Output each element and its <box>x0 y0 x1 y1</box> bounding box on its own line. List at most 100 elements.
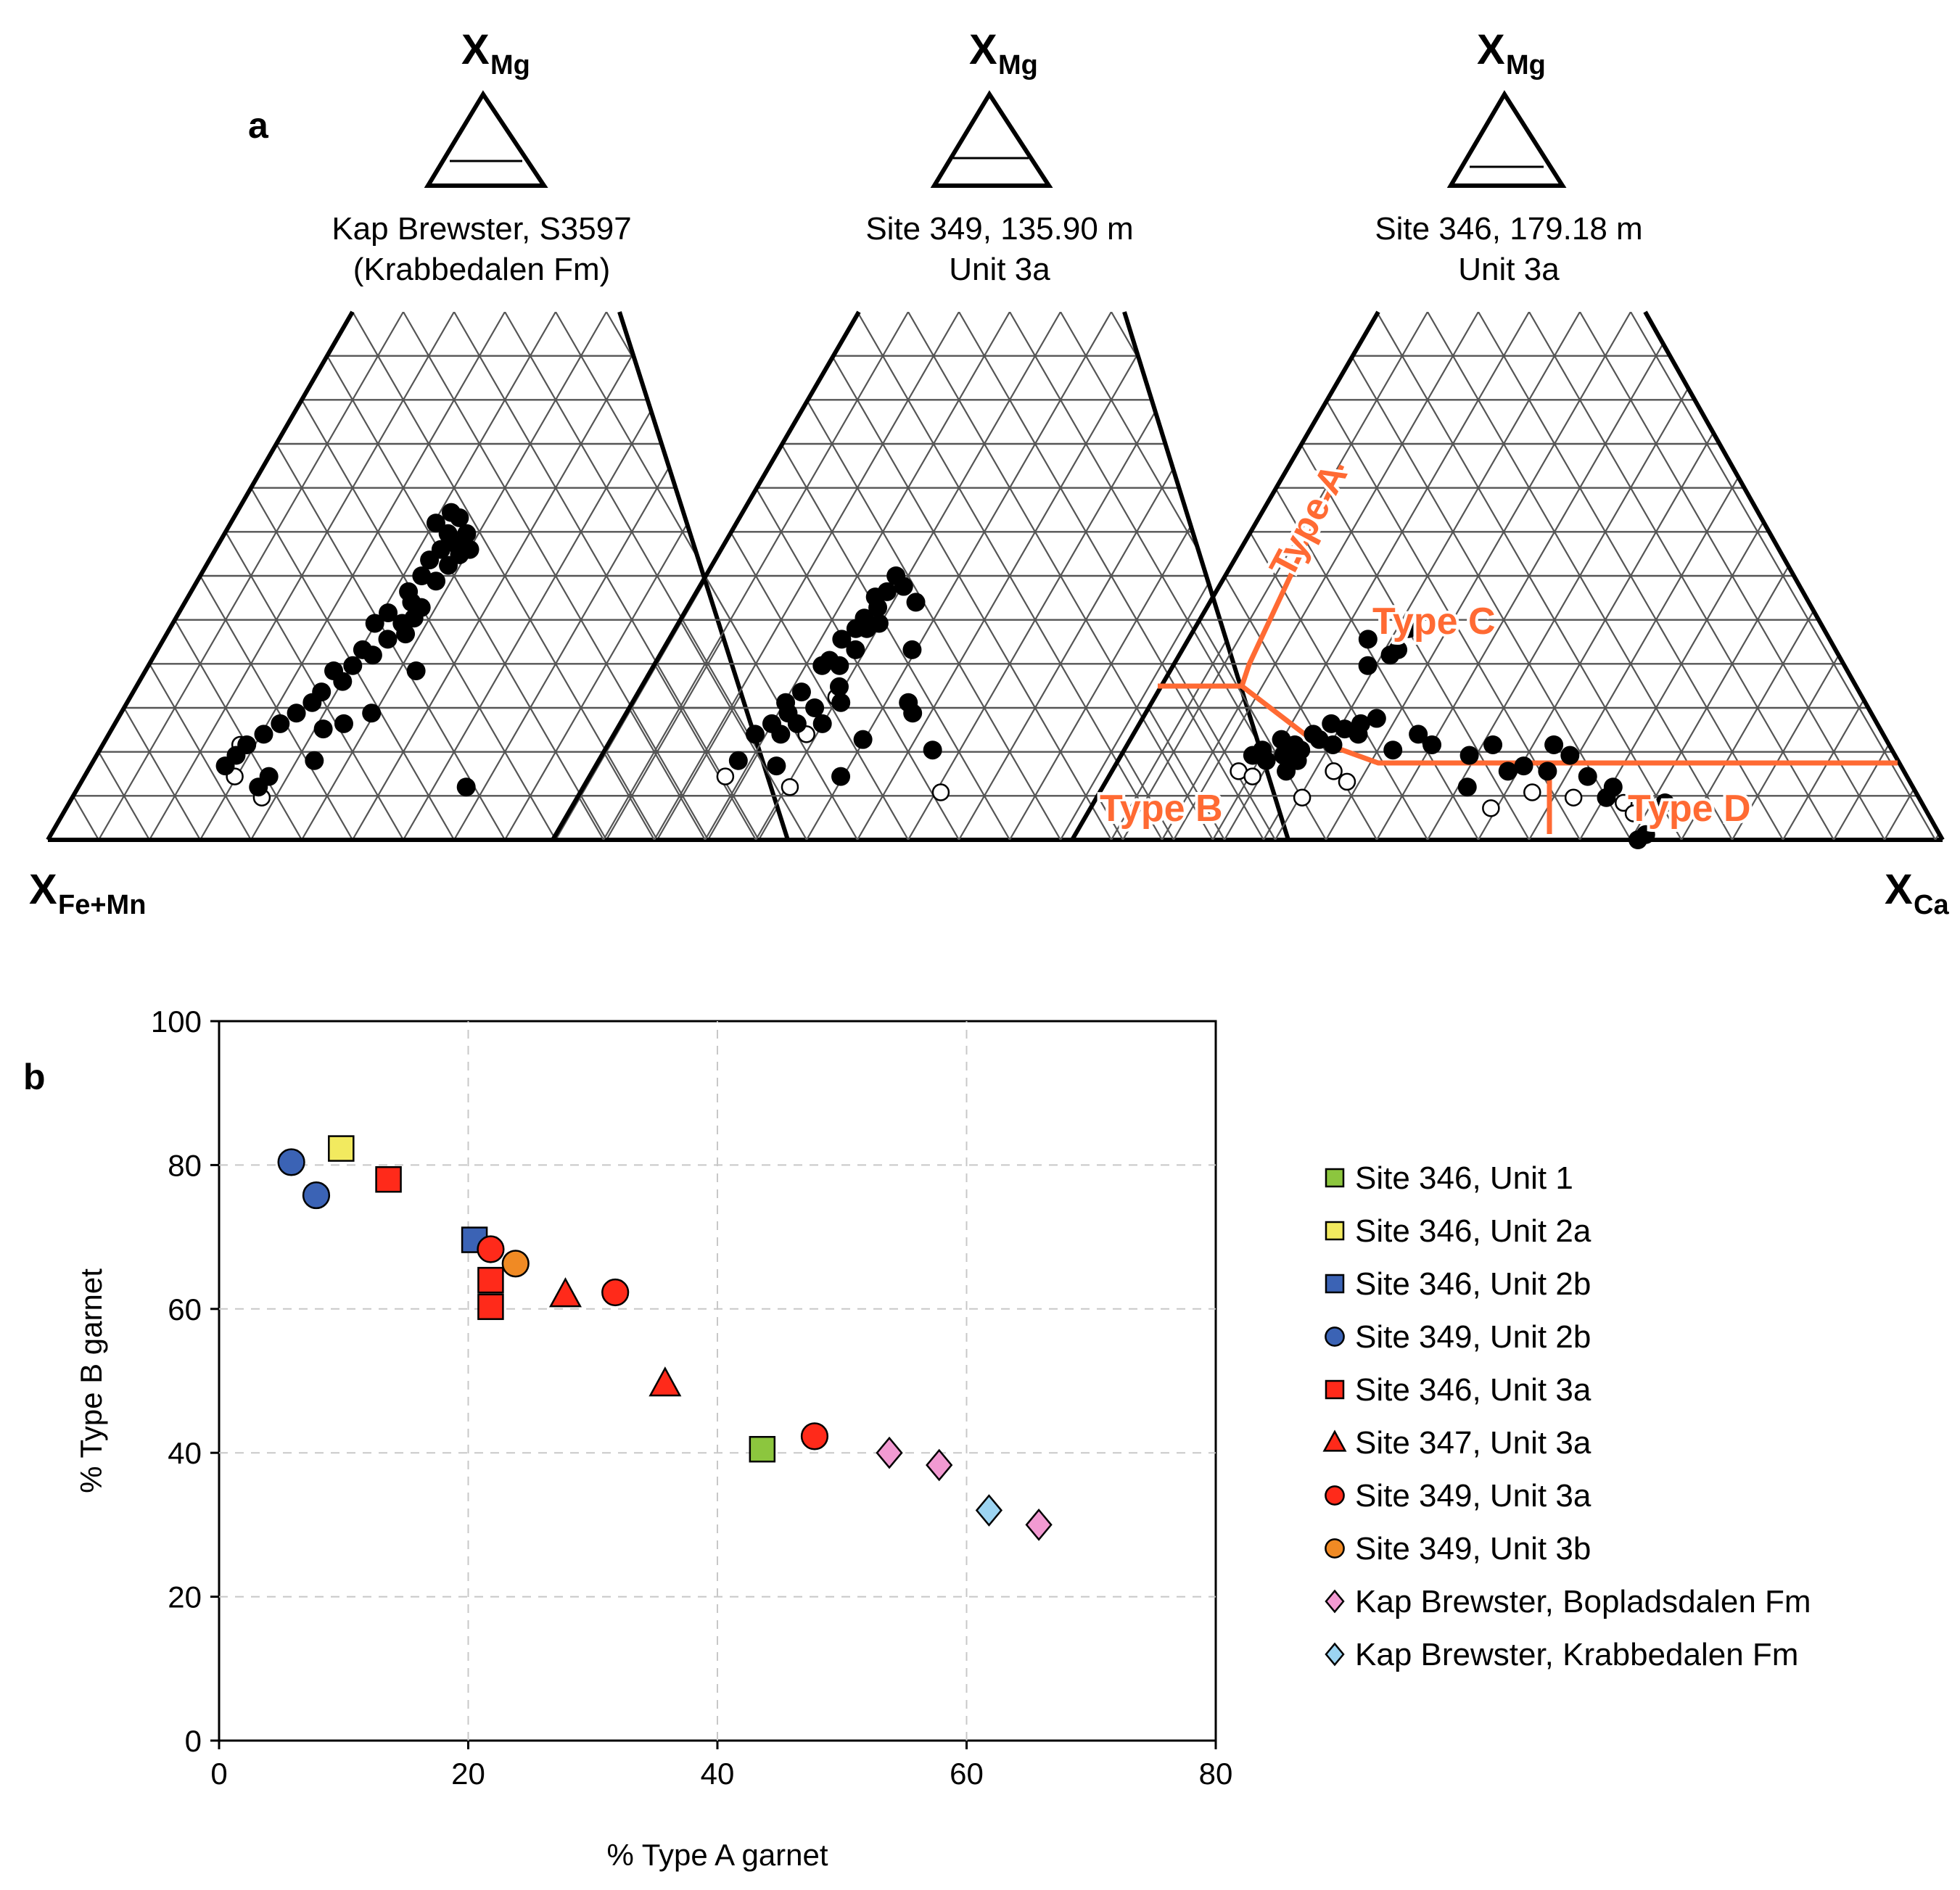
scatter-point <box>601 1278 630 1307</box>
x-tick-label: 0 <box>210 1757 227 1791</box>
ternary-point-filled <box>1358 630 1378 649</box>
ternary-point-filled <box>1514 756 1533 776</box>
ternary-point-filled <box>906 593 926 612</box>
ternary-grid-diagonal <box>1376 312 1682 840</box>
ternary-point-filled <box>1388 640 1408 659</box>
ternary-point-filled <box>302 693 322 712</box>
xmg-label-2-sub: Mg <box>998 50 1038 81</box>
ternary-point-open <box>1523 783 1541 801</box>
ternary-point-filled <box>771 725 791 744</box>
ternary-point-filled <box>903 703 923 723</box>
mini-triangle-1: X Mg Kap Brewster, S3597 (Krabbedalen Fm… <box>332 26 631 287</box>
ternary-point-open <box>1624 804 1643 822</box>
legend-label: Site 349, Unit 3a <box>1355 1478 1592 1514</box>
x-tick-label: 60 <box>950 1757 984 1791</box>
xmg-label-2-main: X <box>969 26 997 73</box>
boundary-type-b-c-d <box>1240 684 1898 766</box>
legend-marker <box>1325 1538 1345 1559</box>
ternary-grid-diagonal <box>806 312 1112 840</box>
ternary-point-filled <box>456 777 476 797</box>
legend-label: Site 347, Unit 3a <box>1355 1425 1592 1461</box>
legend-label: Site 346, Unit 3a <box>1355 1372 1592 1408</box>
scatter-point <box>477 1293 504 1321</box>
ternary-point-filled <box>832 630 852 649</box>
mini-triangle-outline-1 <box>424 90 548 188</box>
ternary-point-filled <box>791 682 811 702</box>
ternary-point-open <box>1325 762 1343 780</box>
type-b-label: Type B <box>1100 788 1223 830</box>
ternary-point-filled <box>831 693 851 712</box>
ternary-point-open <box>716 767 735 785</box>
x-axis-label: % Type A garnet <box>606 1838 828 1872</box>
ternary-point-filled <box>1348 725 1368 744</box>
ternary-point-filled <box>406 661 426 681</box>
ternary-point-filled <box>805 698 825 717</box>
ternary-grid-diagonal <box>553 312 706 840</box>
ternary-title-1-line1: Kap Brewster, S3597 <box>332 211 631 247</box>
ternary-edge-left <box>1070 310 1380 841</box>
ternary-point-filled <box>1459 746 1479 765</box>
scatter-point <box>975 1494 1003 1527</box>
ternary-grid-diagonal <box>1630 312 1936 840</box>
type-d-label: Type D <box>1628 788 1751 830</box>
ternary-point-filled <box>745 725 765 744</box>
xmg-label-3-sub: Mg <box>1506 50 1546 81</box>
legend-label: Site 349, Unit 3b <box>1355 1531 1591 1567</box>
ternary-grid-diagonal <box>1528 312 1835 840</box>
ternary-point-open <box>1243 767 1261 785</box>
xmg-label-1-main: X <box>461 26 490 73</box>
y-tick-label: 20 <box>168 1580 202 1614</box>
ternary-point-open <box>931 783 950 801</box>
ternary-point-filled <box>728 751 748 770</box>
plot-ticks: 0 20 40 60 80 0 20 40 60 80 100 <box>151 1004 1232 1791</box>
scatter-point <box>800 1422 829 1450</box>
x-tick-label: 40 <box>701 1757 735 1791</box>
ternary-point-filled <box>215 756 235 776</box>
type-c-label: Type C <box>1372 601 1496 643</box>
ternary-point-filled <box>1544 735 1564 754</box>
ternary-point-filled <box>1483 735 1503 754</box>
ternary-grid-diagonal <box>857 312 1163 840</box>
legend-label: Site 346, Unit 2a <box>1355 1213 1592 1249</box>
ternary-point-open <box>1482 799 1500 817</box>
legend-label: Kap Brewster, Krabbedalen Fm <box>1355 1637 1798 1672</box>
y-axis-label: % Type B garnet <box>74 1268 108 1493</box>
legend-label: Site 346, Unit 1 <box>1355 1160 1573 1196</box>
ternary-edge-left <box>46 310 355 841</box>
ternary-point-filled <box>894 577 913 596</box>
xmg-label-3-main: X <box>1477 26 1505 73</box>
y-tick-label: 0 <box>185 1724 202 1758</box>
ternary-point-filled <box>1409 725 1428 744</box>
ternary-title-2-line2: Unit 3a <box>949 252 1050 287</box>
ternary-point-filled <box>1277 762 1296 781</box>
x-ca-sub: Ca <box>1914 890 1949 920</box>
ternary-point-filled <box>787 714 807 733</box>
scatter-point <box>1025 1509 1053 1541</box>
ternary-point-filled <box>868 598 888 617</box>
ternary-point-filled <box>363 645 382 665</box>
ternary-point-filled <box>1578 767 1597 786</box>
ternary-title-3-line2: Unit 3a <box>1458 252 1560 287</box>
ternary-point-filled <box>1243 746 1262 765</box>
ternary-title-1-line2: (Krabbedalen Fm) <box>353 252 611 287</box>
ternary-point-open <box>1564 788 1583 807</box>
ternary-title-3-line1: Site 346, 179.18 m <box>1375 211 1642 247</box>
ternary-edge-right <box>1643 310 1945 841</box>
scatter-point <box>375 1165 402 1193</box>
legend-marker <box>1325 1326 1345 1347</box>
scatter-point <box>876 1436 903 1469</box>
ternary-grid-diagonal <box>48 312 201 840</box>
ternary-point-filled <box>1383 740 1403 760</box>
ternary-points <box>215 503 1675 849</box>
ternary-point-filled <box>305 751 324 770</box>
ternary-point-filled <box>450 545 469 564</box>
legend-marker <box>1322 1429 1347 1452</box>
ternary-point-filled <box>334 714 353 733</box>
ternary-point-filled <box>812 656 832 675</box>
ternary-point-filled <box>846 619 865 638</box>
y-tick-label: 100 <box>151 1004 202 1039</box>
xmg-label-1-sub: Mg <box>490 50 530 81</box>
ternary-point-filled <box>1538 762 1557 781</box>
